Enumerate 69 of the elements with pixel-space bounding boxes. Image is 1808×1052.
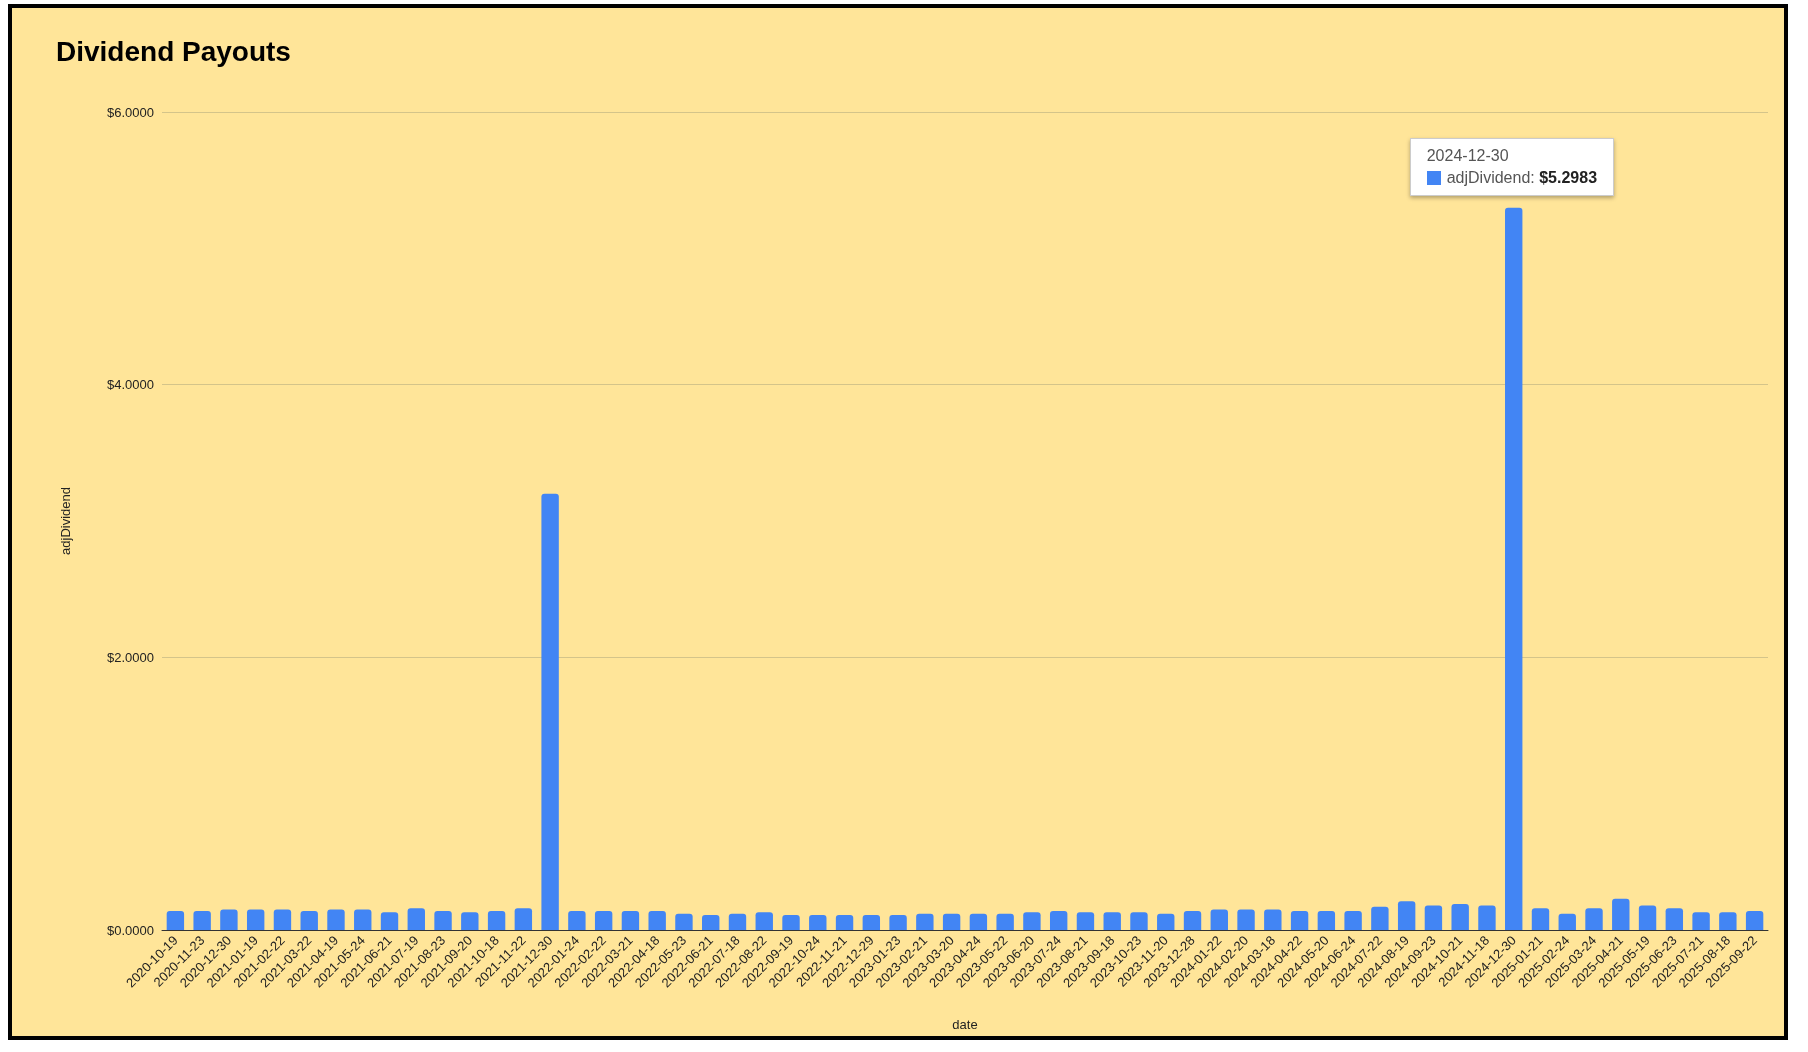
bar [1745, 910, 1764, 930]
bar [862, 915, 881, 930]
bar [1424, 905, 1443, 930]
bar [1397, 901, 1416, 930]
bar [1157, 913, 1175, 930]
annotation: 2024-12-30 [1426, 146, 1510, 165]
bar [1638, 905, 1657, 930]
bar [1103, 912, 1121, 930]
bar [354, 909, 372, 930]
bar [728, 913, 747, 930]
bar [380, 912, 399, 930]
bar [702, 915, 720, 930]
bar [1264, 909, 1282, 930]
bar [1183, 910, 1202, 930]
bar [648, 910, 666, 930]
bar [996, 913, 1014, 930]
bar [809, 915, 827, 930]
bar [568, 910, 586, 930]
bar [1371, 906, 1389, 930]
bar [246, 909, 265, 930]
bar [193, 910, 211, 930]
bar [835, 915, 854, 930]
annotation: adjDividend: $5.2983 [1446, 168, 1598, 186]
bar [514, 908, 533, 930]
bar [1719, 912, 1737, 930]
y-tick-label: $0.0000 [107, 922, 154, 938]
bar [273, 909, 292, 930]
bar [1023, 912, 1041, 930]
bar [1478, 905, 1496, 930]
bar [1451, 904, 1469, 930]
bar [1210, 909, 1228, 930]
bar [1665, 908, 1684, 930]
y-tick-label: $4.0000 [107, 377, 154, 393]
bar [916, 913, 934, 930]
bar [1049, 910, 1068, 930]
bar [969, 913, 988, 930]
bar [434, 910, 452, 930]
bar [675, 913, 693, 930]
bar [1612, 898, 1630, 930]
y-tick-label: $6.0000 [107, 104, 154, 120]
bar [1237, 909, 1255, 930]
bar [541, 493, 559, 930]
bar [327, 909, 345, 930]
bar [594, 910, 613, 930]
bar [1505, 207, 1523, 930]
bar [1531, 908, 1550, 930]
bar [220, 909, 238, 930]
chart-title: Dividend Payouts [56, 36, 291, 68]
bar [1130, 912, 1148, 930]
bar [782, 915, 800, 930]
bar [1692, 912, 1710, 930]
bar [1290, 910, 1309, 930]
y-axis-title: adjDividend [58, 487, 73, 555]
bar [487, 910, 506, 930]
x-axis-title: date [952, 1017, 978, 1032]
bar [1585, 908, 1603, 930]
bar [1076, 912, 1095, 930]
bar [621, 910, 640, 930]
bar [300, 910, 318, 930]
bar [461, 912, 479, 930]
bar [166, 910, 185, 930]
bar [889, 915, 907, 930]
bar [1558, 913, 1576, 930]
bar [407, 908, 425, 930]
bar [1344, 910, 1362, 930]
bar [1317, 910, 1336, 930]
bar [942, 913, 961, 930]
y-tick-label: $2.0000 [107, 649, 154, 665]
bar [755, 912, 773, 930]
